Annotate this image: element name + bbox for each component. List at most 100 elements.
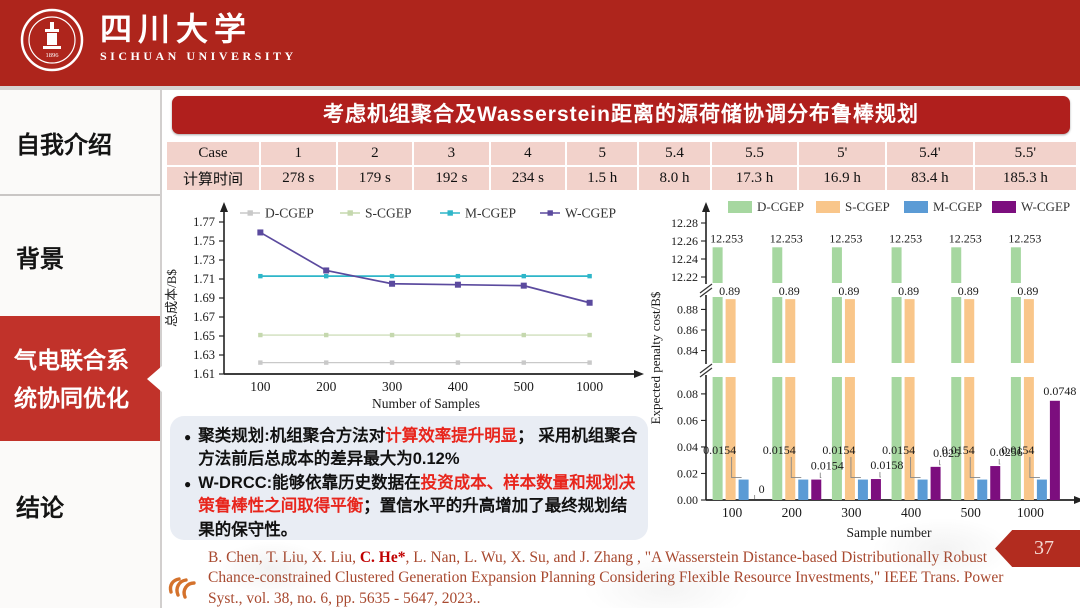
bullet-item: ● 聚类规划:机组聚合方法对计算效率提升明显； 采用机组聚合方法前后总成本的差异最… [182,425,638,472]
table-cell: 5' [799,142,886,165]
bullet-text: 聚类规划:机组聚合方法对计算效率提升明显； 采用机组聚合方法前后总成本的差异最大… [198,427,638,469]
table-cell: 5.4' [887,142,973,165]
table-cell: 16.9 h [799,167,886,190]
svg-text:S-CGEP: S-CGEP [365,206,412,221]
sidebar-item-background[interactable]: 背景 [0,194,160,316]
svg-text:100: 100 [250,379,270,394]
svg-text:12.253: 12.253 [710,231,743,245]
svg-text:1.67: 1.67 [193,310,215,324]
svg-text:S-CGEP: S-CGEP [845,199,890,214]
table-cell: 计算时间 [167,167,259,190]
key-findings: ● 聚类规划:机组聚合方法对计算效率提升明显； 采用机组聚合方法前后总成本的差异最… [170,416,648,540]
table-cell: 234 s [490,167,566,190]
svg-text:12.253: 12.253 [770,231,803,245]
bullet-item: ● W-DRCC:能够依靠历史数据在投资成本、样本数量和规划决策鲁棒性之间取得平衡… [182,472,638,542]
svg-text:1.61: 1.61 [193,367,215,381]
total-cost-line-chart: 1.61 1.63 1.65 1.67 1.69 1.71 1.73 1.75 1.77 100 2… [164,202,644,411]
penalty-cost-bar-chart: 12.22 12.24 12.26 12.28 0.84 0.86 0.88 0.00 0.02… [648,199,1080,540]
table-cell: 5.5 [711,142,798,165]
svg-text:总成本/B$: 总成本/B$ [164,269,179,327]
svg-text:300: 300 [841,505,862,520]
header-banner: 1896 四川大学 SICHUAN UNIVERSITY [0,0,1080,90]
svg-text:0.86: 0.86 [677,323,698,337]
svg-text:0.89: 0.89 [1017,284,1038,298]
svg-text:0.84: 0.84 [677,344,698,358]
university-name-cn: 四川大学 [100,11,253,47]
svg-text:0: 0 [759,482,765,496]
sidebar-active-line2: 统协同优化 [14,384,129,411]
svg-text:0.89: 0.89 [958,284,979,298]
svg-text:Number of Samples: Number of Samples [372,396,480,411]
bullet-dot-icon: ● [184,430,192,444]
svg-text:0.0154: 0.0154 [942,443,975,457]
table-row: 计算时间 278 s 179 s 192 s 234 s 1.5 h 8.0 h 17.3 h… [167,167,1076,190]
svg-text:0.0748: 0.0748 [1043,384,1076,398]
table-cell: 2 [337,142,413,165]
sidebar-item-gas-electric-active[interactable]: 气电联合系 统协同优化 [0,316,162,441]
svg-text:500: 500 [961,505,982,520]
sidebar-item-conclusion[interactable]: 结论 [16,494,64,522]
svg-text:300: 300 [382,379,403,394]
active-notch-icon [147,365,162,392]
sidebar-item-self-intro[interactable]: 自我介绍 [16,131,112,159]
table-cell: 8.0 h [639,167,710,190]
svg-text:0.0256: 0.0256 [990,445,1023,459]
svg-text:200: 200 [782,505,803,520]
page-number-badge: 37 [995,530,1080,567]
svg-text:12.22: 12.22 [671,270,698,284]
seal-year: 1896 [46,52,60,59]
svg-text:0.025: 0.025 [933,446,960,460]
svg-text:0.89: 0.89 [898,284,919,298]
svg-text:12.28: 12.28 [671,216,698,230]
table-cell: Case [167,142,259,165]
svg-text:0.00: 0.00 [677,493,698,507]
sidebar-nav: 自我介绍 背景 气电联合系 统协同优化 结论 [0,90,162,608]
svg-text:Expected penalty cost/B$: Expected penalty cost/B$ [648,291,663,424]
table-cell: 83.4 h [887,167,973,190]
svg-text:0.08: 0.08 [677,387,698,401]
svg-text:200: 200 [316,379,337,394]
table-cell: 278 s [261,167,336,190]
svg-text:400: 400 [448,379,469,394]
svg-text:0.0154: 0.0154 [882,443,915,457]
svg-text:1.77: 1.77 [193,215,215,229]
svg-text:400: 400 [901,505,922,520]
svg-text:12.253: 12.253 [889,231,922,245]
svg-text:12.26: 12.26 [671,234,698,248]
svg-text:1.73: 1.73 [193,253,215,267]
svg-text:0.0158: 0.0158 [870,458,903,472]
table-cell: 185.3 h [974,167,1076,190]
svg-text:100: 100 [722,505,743,520]
bullet-dot-icon: ● [184,476,192,491]
university-seal-icon: 1896 [20,8,84,72]
svg-text:Sample number: Sample number [846,525,932,540]
table-cell: 5 [567,142,638,165]
svg-text:1.69: 1.69 [193,291,215,305]
svg-text:M-CGEP: M-CGEP [933,199,982,214]
svg-text:0.89: 0.89 [838,284,859,298]
table-cell: 179 s [337,167,413,190]
svg-text:1000: 1000 [576,379,603,394]
table-cell: 1 [261,142,336,165]
svg-text:0.0154: 0.0154 [822,443,855,457]
svg-text:500: 500 [514,379,535,394]
svg-text:D-CGEP: D-CGEP [265,206,314,221]
table-cell: 3 [414,142,489,165]
svg-text:12.24: 12.24 [671,252,698,266]
university-name-en: SICHUAN UNIVERSITY [100,49,297,63]
svg-text:0.0154: 0.0154 [1001,443,1034,457]
svg-text:1000: 1000 [1017,505,1044,520]
svg-text:1.71: 1.71 [193,272,215,286]
page-title: 考虑机组聚合及Wasserstein距离的源荷储协调分布鲁棒规划 [172,96,1070,134]
table-row: Case 1 2 3 4 5 5.4 5.5 5' 5.4' 5.5' [167,142,1076,165]
citation: B. Chen, T. Liu, X. Liu, C. He*, L. Nan,… [208,549,1004,607]
table-cell: 5.4 [639,142,710,165]
svg-text:M-CGEP: M-CGEP [465,206,516,221]
svg-text:1.65: 1.65 [193,329,215,343]
svg-text:W-CGEP: W-CGEP [565,206,616,221]
svg-text:0.04: 0.04 [677,440,698,454]
svg-text:D-CGEP: D-CGEP [757,199,804,214]
svg-text:12.253: 12.253 [949,231,982,245]
svg-text:0.02: 0.02 [677,466,698,480]
